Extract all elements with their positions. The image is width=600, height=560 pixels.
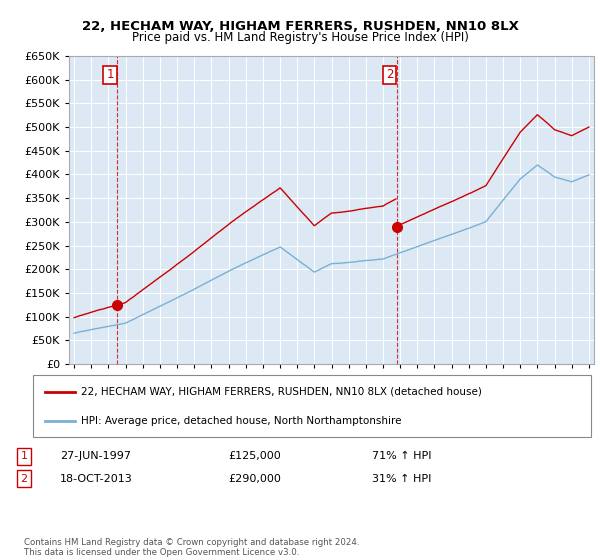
Text: 18-OCT-2013: 18-OCT-2013	[60, 474, 133, 484]
Text: Price paid vs. HM Land Registry's House Price Index (HPI): Price paid vs. HM Land Registry's House …	[131, 31, 469, 44]
Text: 22, HECHAM WAY, HIGHAM FERRERS, RUSHDEN, NN10 8LX (detached house): 22, HECHAM WAY, HIGHAM FERRERS, RUSHDEN,…	[81, 387, 482, 397]
Text: Contains HM Land Registry data © Crown copyright and database right 2024.
This d: Contains HM Land Registry data © Crown c…	[24, 538, 359, 557]
Text: 71% ↑ HPI: 71% ↑ HPI	[372, 451, 431, 461]
Text: £290,000: £290,000	[228, 474, 281, 484]
Text: HPI: Average price, detached house, North Northamptonshire: HPI: Average price, detached house, Nort…	[81, 416, 401, 426]
Text: 2: 2	[386, 68, 394, 81]
Text: 27-JUN-1997: 27-JUN-1997	[60, 451, 131, 461]
Text: £125,000: £125,000	[228, 451, 281, 461]
Text: 22, HECHAM WAY, HIGHAM FERRERS, RUSHDEN, NN10 8LX: 22, HECHAM WAY, HIGHAM FERRERS, RUSHDEN,…	[82, 20, 518, 32]
Text: 2: 2	[20, 474, 28, 484]
Text: 1: 1	[106, 68, 114, 81]
Text: 31% ↑ HPI: 31% ↑ HPI	[372, 474, 431, 484]
Text: 1: 1	[20, 451, 28, 461]
